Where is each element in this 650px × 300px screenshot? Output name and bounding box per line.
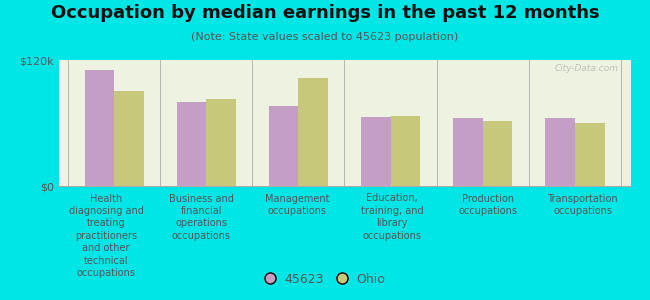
Text: (Note: State values scaled to 45623 population): (Note: State values scaled to 45623 popu… [191,32,459,41]
Text: Production
occupations: Production occupations [458,194,517,216]
Text: Transportation
occupations: Transportation occupations [547,194,618,216]
Bar [206,99,236,186]
Bar [391,116,420,186]
Bar [575,123,604,186]
Bar [298,78,328,186]
Bar [177,102,206,186]
Bar [545,118,575,186]
Text: Management
occupations: Management occupations [265,194,329,216]
Text: Education,
training, and
library
occupations: Education, training, and library occupat… [361,194,424,241]
Text: Health
diagnosing and
treating
practitioners
and other
technical
occupations: Health diagnosing and treating practitio… [69,194,144,278]
Text: Business and
financial
operations
occupations: Business and financial operations occupa… [169,194,234,241]
Bar [269,106,298,186]
Bar [84,70,114,186]
Bar [361,117,391,186]
Bar [483,121,512,186]
Bar [453,118,483,186]
Legend: 45623, Ohio: 45623, Ohio [259,268,391,291]
Text: City-Data.com: City-Data.com [555,64,619,73]
Bar [114,92,144,186]
Text: Occupation by median earnings in the past 12 months: Occupation by median earnings in the pas… [51,4,599,22]
